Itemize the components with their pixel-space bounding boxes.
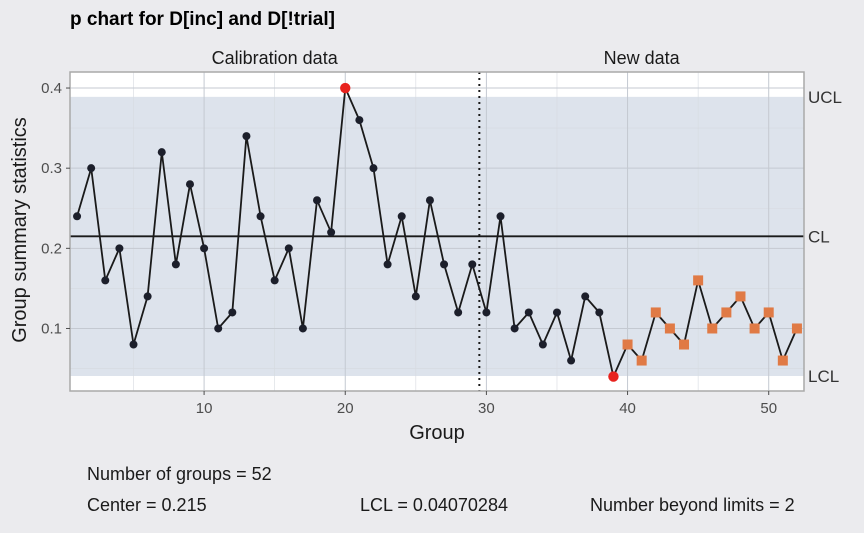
- data-point-beyond-limits: [608, 371, 619, 382]
- data-point: [101, 276, 110, 285]
- data-point: [129, 340, 138, 349]
- data-point-violating-run: [735, 291, 746, 302]
- y-tick-label: 0.3: [41, 160, 62, 177]
- y-axis-title: Group summary statistics: [9, 117, 31, 343]
- ucl-label: UCL: [808, 88, 842, 107]
- section-label-new-data: New data: [604, 48, 681, 68]
- data-point: [284, 244, 293, 253]
- data-point: [115, 244, 124, 253]
- data-point: [157, 148, 166, 157]
- data-point: [383, 260, 392, 269]
- data-point: [552, 308, 561, 317]
- data-point: [185, 180, 194, 189]
- section-label-calibration: Calibration data: [212, 48, 339, 68]
- data-point-violating-run: [636, 355, 647, 366]
- data-point: [298, 324, 307, 333]
- data-point-violating-run: [707, 323, 718, 334]
- data-point: [171, 260, 180, 269]
- data-point-violating-run: [749, 323, 760, 334]
- data-point: [510, 324, 519, 333]
- data-point: [369, 164, 378, 173]
- data-point: [567, 356, 576, 365]
- x-tick-label: 20: [337, 400, 354, 417]
- data-point: [496, 212, 505, 221]
- y-tick-label: 0.4: [41, 80, 62, 97]
- data-point: [143, 292, 152, 301]
- series-line: [76, 87, 798, 378]
- data-point: [228, 308, 237, 317]
- x-tick-label: 40: [619, 400, 636, 417]
- data-point: [595, 308, 604, 317]
- stat-lcl: LCL = 0.04070284: [360, 495, 508, 515]
- data-point: [411, 292, 420, 301]
- plot-border: [69, 71, 805, 392]
- data-point-violating-run: [622, 339, 633, 350]
- data-point: [214, 324, 223, 333]
- data-point-violating-run: [664, 323, 675, 334]
- data-point-violating-run: [721, 307, 732, 318]
- data-point: [242, 132, 251, 141]
- data-point: [355, 116, 364, 125]
- data-point: [538, 340, 547, 349]
- y-tick-label: 0.1: [41, 320, 62, 337]
- data-point-violating-run: [679, 339, 690, 350]
- data-point: [482, 308, 491, 317]
- data-point: [440, 260, 449, 269]
- data-point: [524, 308, 533, 317]
- data-point: [73, 212, 82, 221]
- lcl-label: LCL: [808, 367, 839, 386]
- data-point: [200, 244, 209, 253]
- data-point: [468, 260, 477, 269]
- data-point: [270, 276, 279, 285]
- data-point: [327, 228, 336, 237]
- cl-label: CL: [808, 227, 830, 246]
- x-tick-label: 50: [760, 400, 777, 417]
- data-point-violating-run: [650, 307, 661, 318]
- data-point: [581, 292, 590, 301]
- data-point-violating-run: [791, 323, 802, 334]
- data-point-beyond-limits: [340, 82, 351, 94]
- data-point-violating-run: [777, 355, 788, 366]
- data-point: [425, 196, 434, 205]
- stat-number-of-groups: Number of groups = 52: [87, 464, 272, 484]
- data-point: [313, 196, 322, 205]
- data-point: [87, 164, 96, 173]
- data-point-violating-run: [693, 275, 704, 286]
- stat-center: Center = 0.215: [87, 495, 207, 515]
- x-axis-title: Group: [409, 422, 465, 444]
- data-point: [397, 212, 406, 221]
- plot-area: [69, 71, 805, 392]
- stat-beyond-limits: Number beyond limits = 2: [590, 495, 795, 515]
- data-point: [454, 308, 463, 317]
- data-point-violating-run: [763, 307, 774, 318]
- x-tick-label: 30: [478, 400, 495, 417]
- data-point: [256, 212, 265, 221]
- chart-title: p chart for D[inc] and D[!trial]: [70, 9, 335, 30]
- x-tick-label: 10: [196, 400, 213, 417]
- y-tick-label: 0.2: [41, 240, 62, 257]
